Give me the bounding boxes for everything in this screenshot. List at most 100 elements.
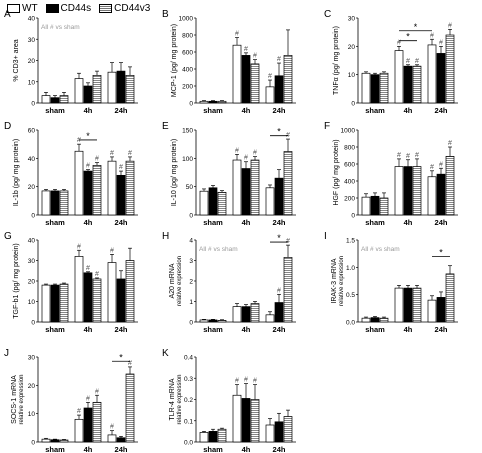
x-tick-label: sham — [45, 325, 65, 334]
bar — [59, 95, 69, 104]
bar — [50, 439, 60, 443]
panel-H: H 0 1 2 3 4 A20 mRNA relative expression All # v… — [162, 231, 296, 334]
panel-note: All # vs sham — [361, 246, 400, 253]
bar — [445, 156, 455, 216]
bar — [403, 166, 413, 216]
bar — [283, 55, 293, 104]
x-tick-label: 4h — [242, 106, 251, 115]
bar — [283, 151, 293, 216]
panel-letter: B — [162, 9, 169, 20]
y-tick-label: 0.4 — [184, 355, 193, 362]
bar — [250, 63, 260, 104]
bar — [92, 401, 102, 443]
significance-star: * — [439, 247, 443, 257]
bar — [116, 278, 126, 323]
panel-letter: H — [162, 231, 169, 242]
significance-hash: # — [95, 156, 99, 163]
bar — [208, 319, 218, 323]
y-tick-label: 0.0 — [346, 320, 355, 327]
bar — [427, 44, 437, 104]
significance-hash: # — [430, 32, 434, 39]
significance-hash: # — [415, 58, 419, 65]
x-tick-label: 24h — [435, 325, 448, 334]
figure-legend: WT CD44s CD44v3 — [7, 1, 158, 15]
y-tick-label: 800 — [182, 33, 193, 40]
panel-J: J 0 10 20 30 SOCS-1 mRNA relative expression sh… — [4, 348, 138, 453]
bar — [74, 78, 84, 104]
x-tick-label: sham — [203, 218, 223, 227]
bar — [379, 72, 389, 104]
bar — [283, 416, 293, 443]
bar — [436, 297, 446, 323]
y-tick-label: 150 — [182, 128, 193, 135]
panel-letter: D — [4, 121, 11, 132]
significance-star: * — [86, 131, 90, 141]
x-tick-label: 4h — [404, 106, 413, 115]
y-tick-label: 40 — [28, 16, 36, 23]
y-tick-label: 20 — [28, 58, 36, 65]
bar — [208, 100, 218, 104]
significance-hash: # — [253, 378, 257, 385]
y-tick-label: 30 — [28, 37, 36, 44]
bar — [394, 166, 404, 216]
bar — [250, 303, 260, 323]
y-tick-label: 400 — [182, 67, 193, 74]
legend-item-cd44v3: CD44v3 — [99, 3, 150, 14]
bar — [217, 100, 227, 104]
significance-star: * — [119, 352, 123, 362]
y-tick-label: 20 — [348, 44, 356, 51]
y-tick-label: 0.3 — [184, 376, 193, 383]
significance-hash: # — [277, 287, 281, 294]
y-axis-label-secondary: relative expression — [177, 256, 183, 306]
y-tick-label: 30 — [28, 258, 36, 265]
x-tick-label: 24h — [273, 218, 286, 227]
bar — [241, 306, 251, 323]
bar — [92, 165, 102, 216]
y-tick-label: 600 — [182, 50, 193, 57]
bar — [41, 438, 51, 443]
significance-hash: # — [110, 247, 114, 254]
bar — [125, 160, 135, 216]
x-tick-label: 24h — [115, 325, 128, 334]
bar — [232, 44, 242, 104]
bar — [50, 190, 60, 216]
bar — [265, 314, 275, 323]
panel-D: D 0 20 40 60 IL-1b (pg/ mg protein) sham 4h 24h #… — [4, 121, 138, 227]
panel-note: All # vs sham — [199, 246, 238, 253]
bar — [265, 187, 275, 216]
bar — [427, 299, 437, 323]
y-tick-label: 60 — [28, 128, 36, 135]
bar — [394, 50, 404, 104]
y-axis-label: TNFα (pg/ mg protein) — [333, 26, 340, 95]
y-tick-label: 600 — [344, 162, 355, 169]
bar — [265, 86, 275, 104]
y-tick-label: 1.0 — [346, 265, 355, 272]
bar — [92, 75, 102, 104]
y-tick-label: 1000 — [179, 16, 194, 23]
significance-hash: # — [406, 58, 410, 65]
y-axis-label-secondary: relative expression — [339, 256, 345, 306]
significance-star: * — [277, 127, 281, 137]
bar — [436, 173, 446, 216]
bar — [41, 190, 51, 216]
y-tick-label: 1000 — [341, 128, 356, 135]
bar — [427, 176, 437, 216]
x-tick-label: 4h — [84, 218, 93, 227]
bar — [217, 428, 227, 443]
y-axis-label: HGF (pg/ mg protein) — [333, 139, 340, 205]
significance-hash: # — [406, 153, 410, 160]
significance-hash: # — [268, 73, 272, 80]
y-tick-label: 200 — [344, 196, 355, 203]
panel-I: I 0.0 0.5 1.0 1.5 IRAK-3 mRNA relative express… — [324, 231, 458, 334]
significance-hash: # — [235, 147, 239, 154]
y-axis-label-secondary: relative expression — [19, 374, 25, 424]
x-tick-label: 24h — [435, 218, 448, 227]
panel-E: E 0 50 100 150 IL-10 (pg/ mg protein) sham 4h 24… — [162, 121, 296, 227]
significance-hash: # — [286, 132, 290, 139]
panel-C: C 0 10 20 30 TNFα (pg/ mg protein) sham 4h 24h # #… — [324, 9, 458, 115]
y-tick-label: 0 — [351, 213, 355, 220]
bar — [199, 190, 209, 216]
y-tick-label: 0 — [189, 213, 193, 220]
bar — [217, 191, 227, 216]
